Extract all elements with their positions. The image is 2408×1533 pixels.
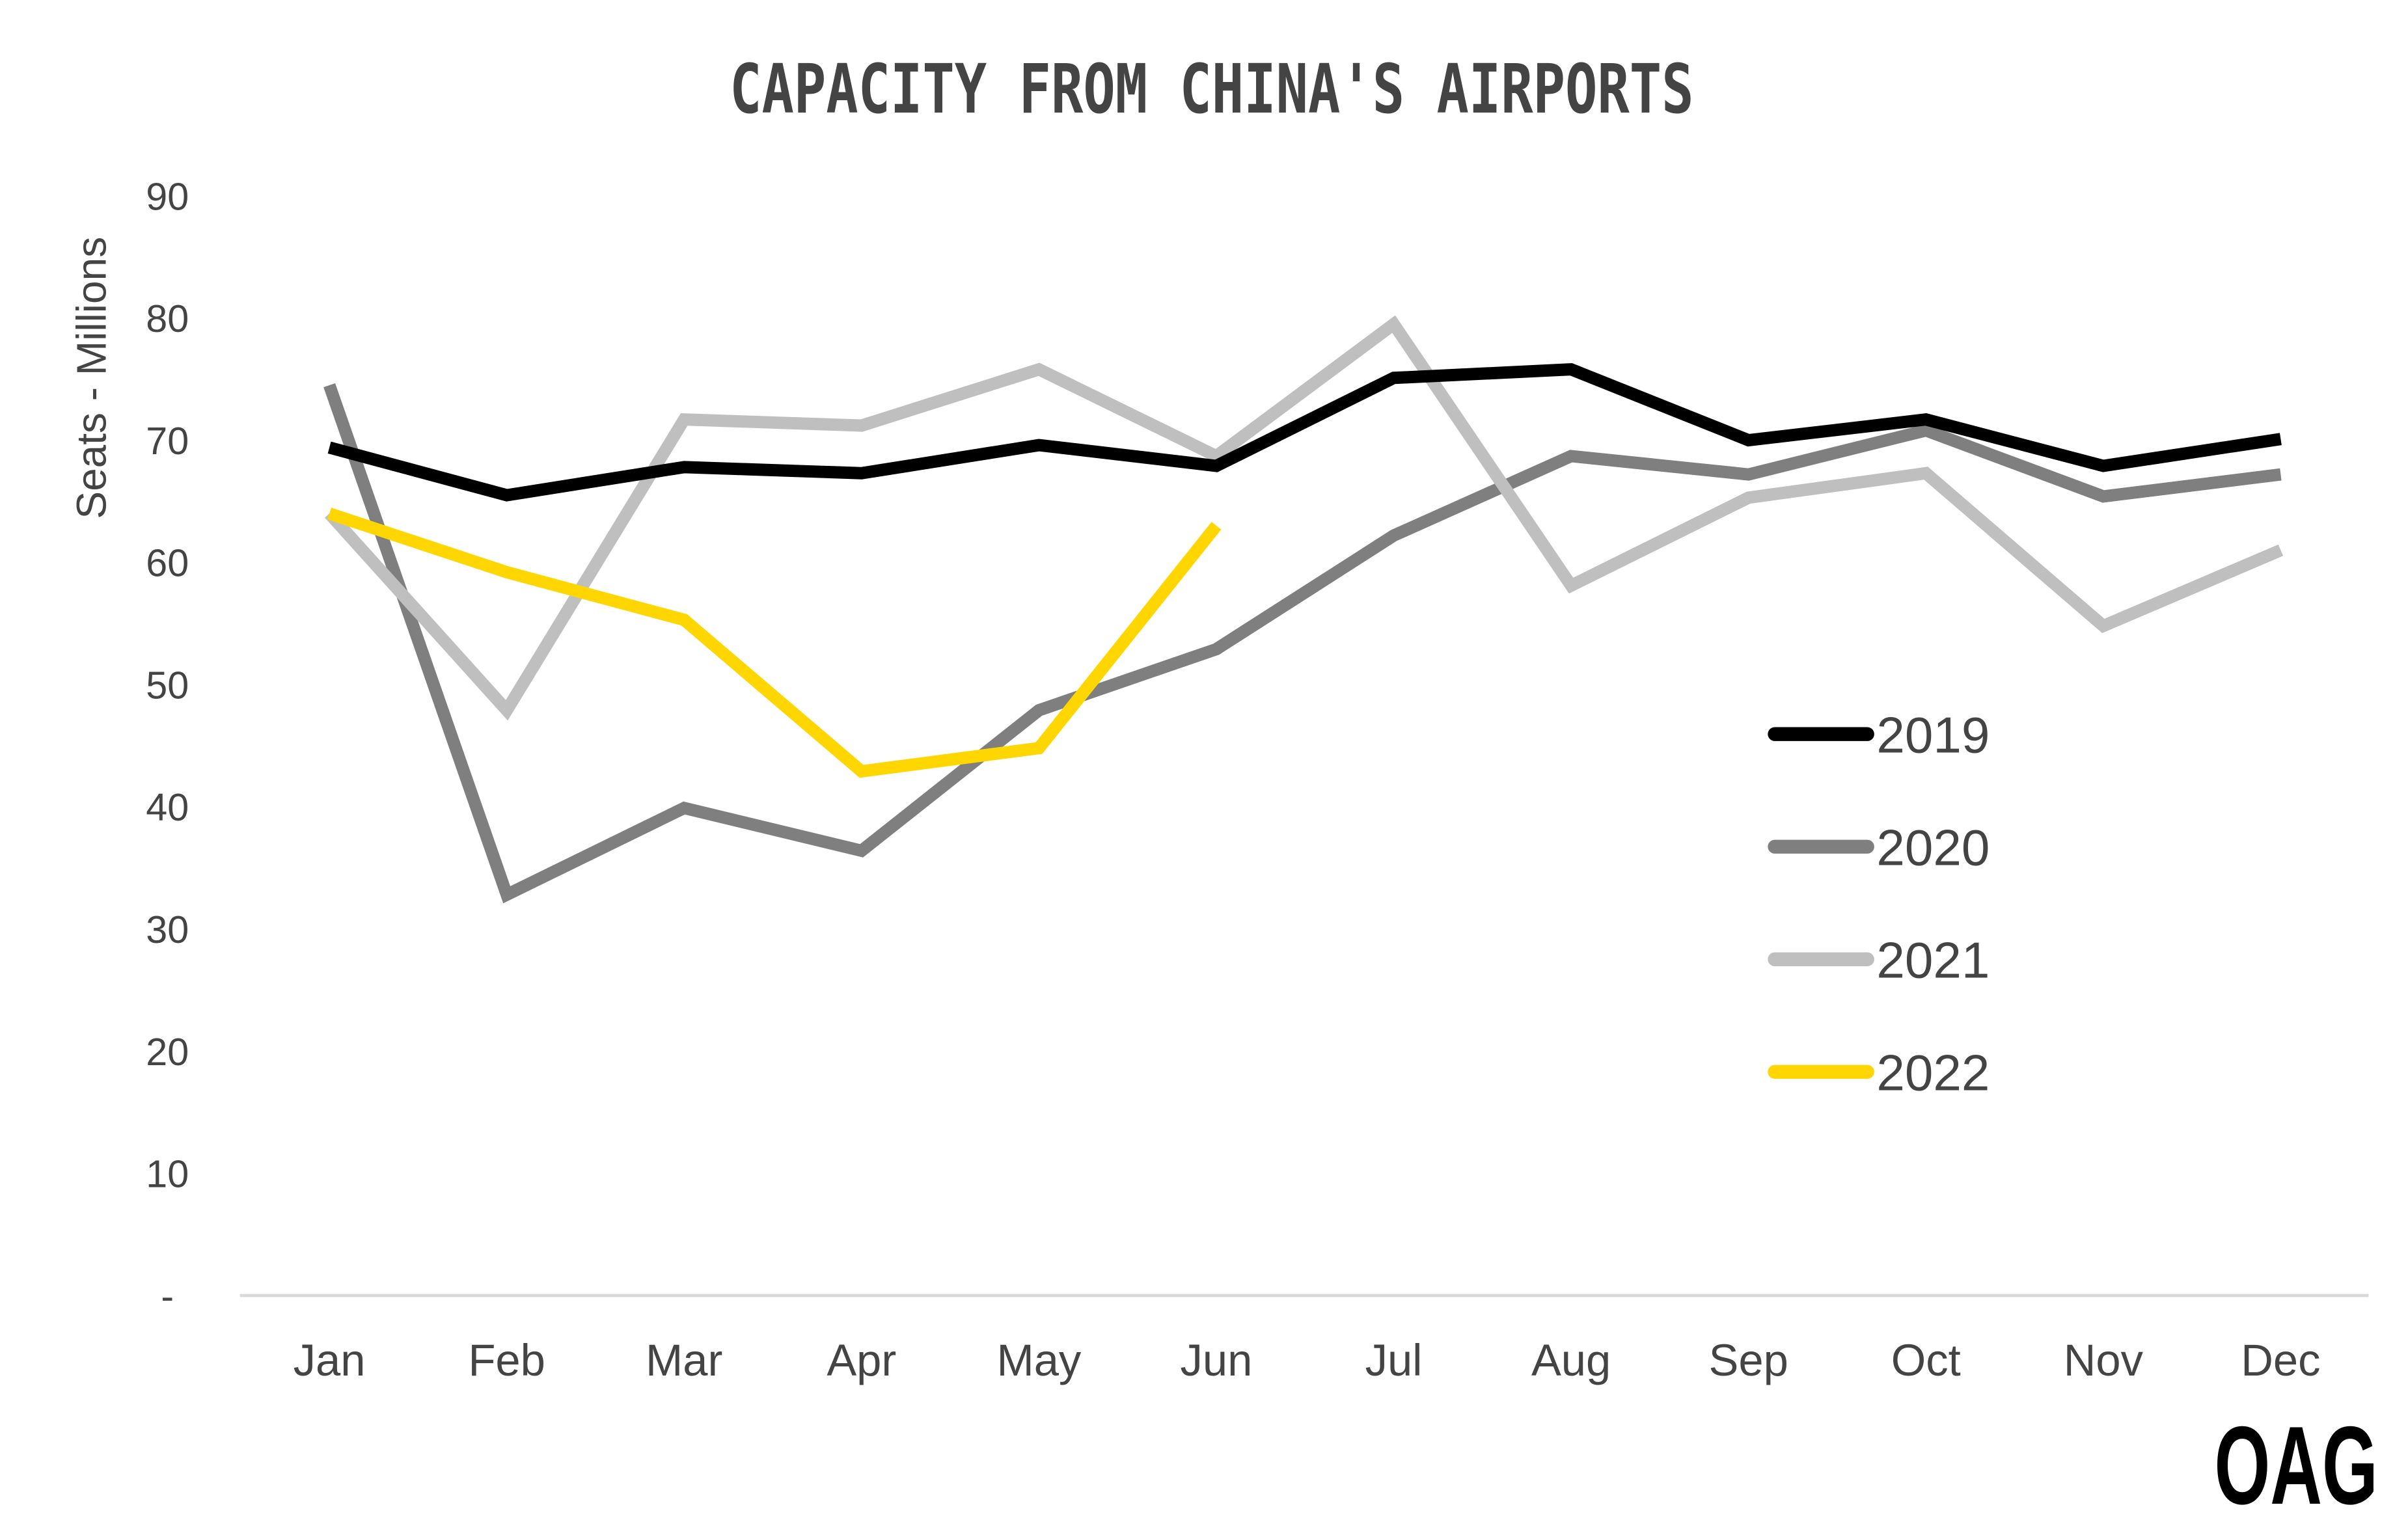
chart-title: CAPACITY FROM CHINA'S AIRPORTS: [730, 49, 1693, 129]
legend-item-2021: 2021: [1768, 932, 1990, 989]
oag-logo: OAG: [2214, 1404, 2377, 1528]
y-tick-label: 10: [146, 1152, 189, 1196]
x-tick-label: Aug: [1531, 1335, 1611, 1385]
y-tick-label: -: [161, 1274, 174, 1318]
x-tick-label: Sep: [1709, 1335, 1788, 1385]
x-tick-label: Mar: [646, 1335, 722, 1385]
x-tick-label: Jan: [294, 1335, 366, 1385]
y-tick-label: 20: [146, 1030, 189, 1074]
legend-label: 2021: [1876, 932, 1990, 989]
y-tick-label: 60: [146, 541, 189, 585]
series-line-2019: [327, 363, 2282, 502]
series-line-2022: [327, 508, 1222, 778]
legend-item-2022: 2022: [1768, 1044, 1990, 1102]
legend-item-2019: 2019: [1768, 707, 1990, 764]
x-tick-label: Jun: [1181, 1335, 1253, 1385]
y-tick-label: 90: [146, 174, 189, 218]
x-tick-label: Nov: [2064, 1335, 2144, 1385]
series-line-2020: [323, 383, 2282, 904]
series-line-2021: [325, 315, 2284, 721]
y-axis-label: Seats - Millions: [68, 237, 115, 519]
y-tick-label: 70: [146, 419, 189, 463]
x-tick-label: Jul: [1365, 1335, 1423, 1385]
x-tick-label: Dec: [2241, 1335, 2320, 1385]
legend-label: 2019: [1876, 707, 1990, 764]
y-tick-label: 30: [146, 908, 189, 951]
x-tick-label: Apr: [827, 1335, 896, 1385]
y-tick-label: 50: [146, 663, 189, 707]
x-tick-label: Feb: [468, 1335, 545, 1385]
legend-item-2020: 2020: [1768, 819, 1990, 876]
legend-label: 2022: [1876, 1044, 1990, 1102]
y-tick-label: 40: [146, 785, 189, 829]
y-tick-label: 80: [146, 297, 189, 340]
x-tick-label: May: [996, 1335, 1081, 1385]
x-tick-label: Oct: [1891, 1335, 1961, 1385]
legend-label: 2020: [1876, 819, 1990, 876]
